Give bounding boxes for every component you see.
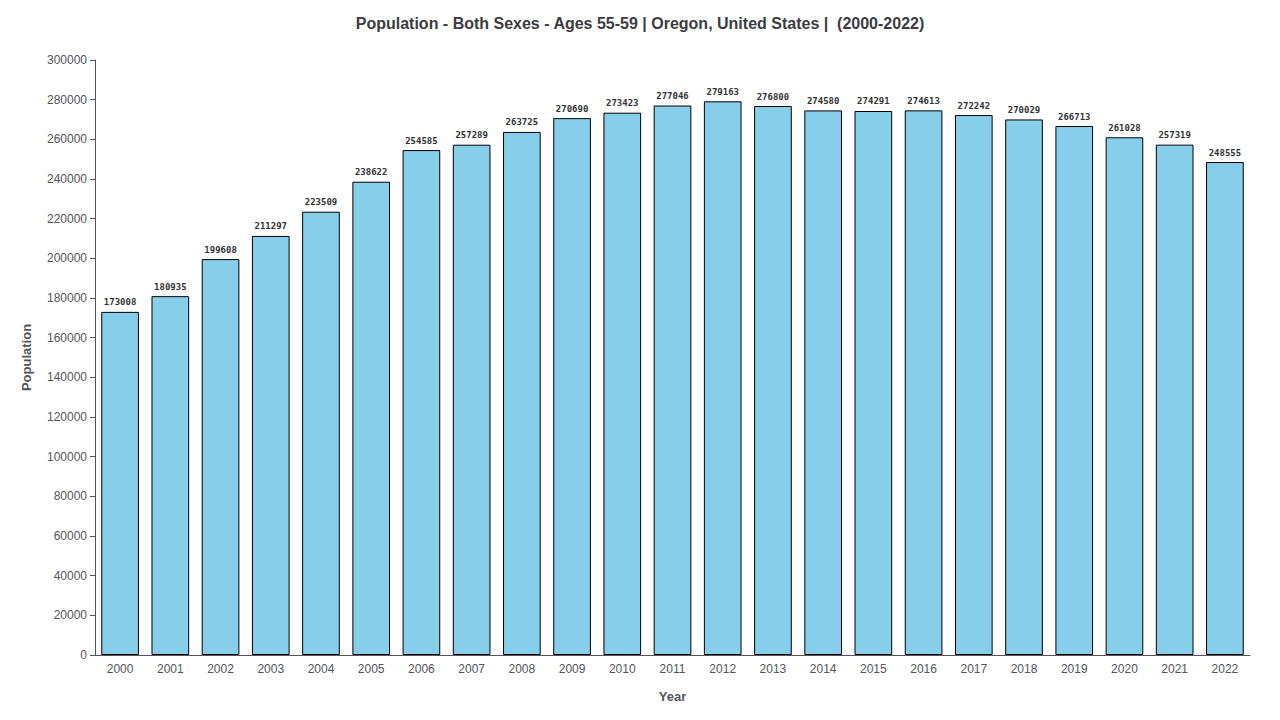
svg-text:240000: 240000	[47, 172, 87, 186]
svg-text:2007: 2007	[458, 662, 485, 676]
svg-text:2019: 2019	[1061, 662, 1088, 676]
svg-text:180000: 180000	[47, 291, 87, 305]
svg-text:272242: 272242	[958, 101, 991, 111]
svg-text:2000: 2000	[107, 662, 134, 676]
svg-text:276800: 276800	[757, 92, 790, 102]
svg-text:2011: 2011	[660, 662, 686, 676]
svg-text:2014: 2014	[810, 662, 837, 676]
svg-text:2009: 2009	[559, 662, 586, 676]
svg-text:199608: 199608	[204, 245, 237, 255]
svg-text:80000: 80000	[54, 489, 88, 503]
svg-text:2008: 2008	[508, 662, 535, 676]
svg-text:2012: 2012	[709, 662, 736, 676]
svg-text:257319: 257319	[1158, 130, 1191, 140]
svg-text:2015: 2015	[860, 662, 887, 676]
svg-text:120000: 120000	[47, 410, 87, 424]
svg-text:Year: Year	[659, 689, 686, 704]
svg-text:238622: 238622	[355, 167, 388, 177]
svg-text:263725: 263725	[506, 117, 539, 127]
svg-text:2004: 2004	[308, 662, 335, 676]
svg-text:220000: 220000	[47, 212, 87, 226]
svg-text:2021: 2021	[1161, 662, 1188, 676]
svg-text:254585: 254585	[405, 136, 438, 146]
svg-text:2001: 2001	[157, 662, 184, 676]
svg-text:2016: 2016	[910, 662, 937, 676]
svg-text:100000: 100000	[47, 450, 87, 464]
svg-text:20000: 20000	[54, 608, 88, 622]
svg-text:140000: 140000	[47, 370, 87, 384]
svg-text:173008: 173008	[104, 297, 137, 307]
svg-text:2006: 2006	[408, 662, 435, 676]
svg-text:248555: 248555	[1209, 148, 1242, 158]
svg-text:2020: 2020	[1111, 662, 1138, 676]
svg-text:260000: 260000	[47, 132, 87, 146]
svg-text:280000: 280000	[47, 93, 87, 107]
svg-text:261028: 261028	[1108, 123, 1141, 133]
svg-text:200000: 200000	[47, 251, 87, 265]
svg-text:Population - Both Sexes - Ages: Population - Both Sexes - Ages 55-59 | O…	[356, 15, 925, 32]
svg-text:2017: 2017	[960, 662, 987, 676]
svg-text:270690: 270690	[556, 104, 589, 114]
svg-text:0: 0	[80, 648, 87, 662]
svg-text:274291: 274291	[857, 96, 890, 106]
svg-text:279163: 279163	[706, 87, 739, 97]
svg-text:40000: 40000	[54, 569, 88, 583]
svg-text:2010: 2010	[609, 662, 636, 676]
svg-text:Population: Population	[19, 324, 34, 391]
svg-text:266713: 266713	[1058, 112, 1091, 122]
svg-text:160000: 160000	[47, 331, 87, 345]
svg-text:2013: 2013	[760, 662, 787, 676]
svg-text:274580: 274580	[807, 96, 840, 106]
svg-text:2002: 2002	[207, 662, 234, 676]
svg-text:211297: 211297	[255, 221, 288, 231]
svg-text:257289: 257289	[455, 130, 488, 140]
svg-text:270029: 270029	[1008, 105, 1041, 115]
svg-text:274613: 274613	[907, 96, 940, 106]
svg-text:2005: 2005	[358, 662, 385, 676]
svg-text:2003: 2003	[257, 662, 284, 676]
svg-text:180935: 180935	[154, 282, 187, 292]
svg-text:300000: 300000	[47, 53, 87, 67]
svg-text:277046: 277046	[656, 91, 689, 101]
svg-text:2022: 2022	[1212, 662, 1239, 676]
svg-text:273423: 273423	[606, 98, 639, 108]
svg-text:2018: 2018	[1011, 662, 1038, 676]
svg-text:223509: 223509	[305, 197, 338, 207]
svg-text:60000: 60000	[54, 529, 88, 543]
